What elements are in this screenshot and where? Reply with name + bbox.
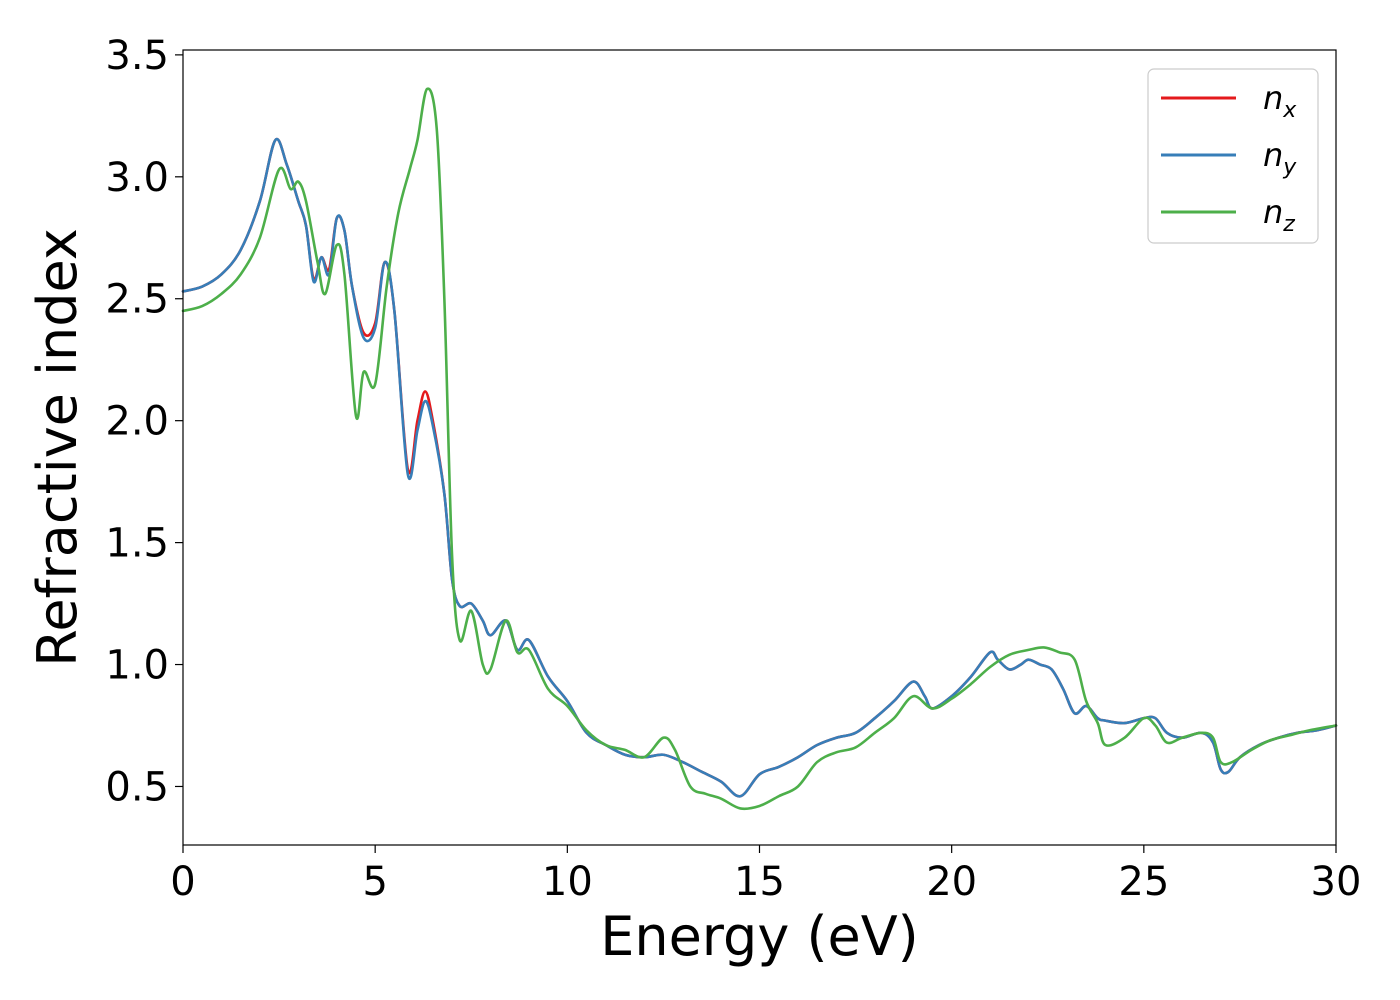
x-tick-label: 30 [1311, 859, 1362, 905]
series-line-n-y [181, 137, 1338, 798]
series-layer [181, 87, 1338, 811]
x-tick-label: 10 [542, 859, 593, 905]
plot-area [183, 50, 1336, 845]
legend-label-n-x: nx [1263, 79, 1297, 123]
legend-label-n-z: nz [1263, 193, 1295, 237]
x-tick-label: 25 [1118, 859, 1169, 905]
legend: nx ny nz [1147, 68, 1319, 244]
y-tick-label: 0.5 [105, 764, 169, 810]
y-tick-label: 3.0 [105, 155, 169, 201]
y-tick-label: 1.5 [105, 521, 169, 567]
y-axis-title: Refractive index [26, 228, 89, 667]
y-tick-label: 2.5 [105, 277, 169, 323]
x-tick-label: 15 [734, 859, 785, 905]
y-axis-ticks: 0.5 1.0 1.5 2.0 2.5 3.0 3.5 [105, 33, 183, 810]
x-tick-label: 5 [362, 859, 387, 905]
x-tick-label: 20 [926, 859, 977, 905]
y-tick-label: 3.5 [105, 33, 169, 79]
series-line-n-z [181, 87, 1338, 811]
x-axis-title: Energy (eV) [600, 905, 919, 968]
legend-label-n-y: ny [1263, 136, 1297, 180]
x-axis-ticks: 0 5 10 15 20 25 30 [170, 845, 1361, 905]
y-tick-label: 1.0 [105, 643, 169, 689]
y-tick-label: 2.0 [105, 399, 169, 445]
x-tick-label: 0 [170, 859, 195, 905]
